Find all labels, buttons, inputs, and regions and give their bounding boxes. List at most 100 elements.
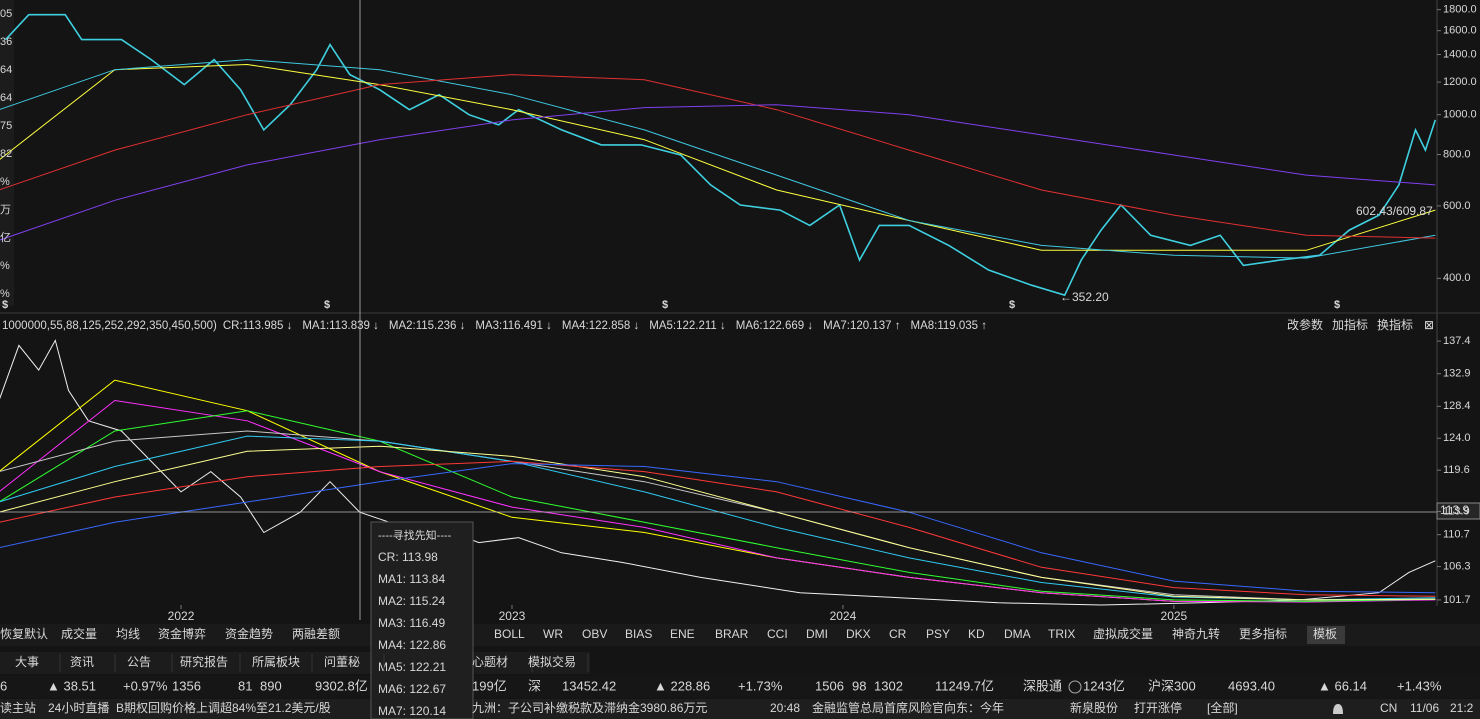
news-item: 11/06 — [1410, 701, 1439, 715]
series-line — [0, 59, 1436, 259]
help-icon — [1068, 680, 1082, 694]
series-line — [5, 13, 1437, 297]
index-item: 6 — [0, 678, 7, 693]
indicator-tab[interactable]: PSY — [926, 627, 950, 641]
info-tab[interactable]: 大事 — [15, 655, 39, 669]
indicator-tab[interactable]: TRIX — [1048, 627, 1075, 641]
news-item[interactable]: 九洲：子公司补缴税款及滞纳金3980.86万元 — [472, 700, 707, 715]
y-tick-label: 1600.0 — [1443, 25, 1477, 37]
index-item: 1356 — [172, 678, 201, 693]
panel-action[interactable]: 加指标 — [1332, 317, 1368, 332]
info-tab[interactable]: 公告 — [127, 655, 151, 669]
y-tick-label: 124.0 — [1443, 432, 1471, 444]
legend-entry: CR:113.985 ↓ — [223, 320, 292, 332]
index-item: 890 — [260, 678, 282, 693]
info-tab[interactable]: 模拟交易 — [528, 654, 576, 669]
tooltip-line: CR: 113.98 — [378, 550, 438, 564]
y-tick-label: 110.7 — [1443, 529, 1470, 541]
indicator-tab[interactable]: BIAS — [625, 627, 652, 641]
legend-entry: MA6:122.669 ↓ — [736, 320, 813, 332]
news-item[interactable]: B期权回购价格上调超84%至21.2美元/股 — [116, 700, 331, 715]
index-bar — [0, 676, 1480, 698]
index-item: +1.43% — [1397, 678, 1442, 693]
index-item: ▲ 66.14 — [1318, 678, 1367, 693]
left-panel-label: % — [0, 260, 10, 272]
indicator-tab[interactable]: DMA — [1004, 627, 1031, 641]
indicator-tab[interactable]: 神奇九转 — [1172, 626, 1220, 641]
left-panel-label: 36 — [0, 36, 12, 48]
x-tick-label: 2025 — [1161, 609, 1188, 623]
legend-entry: MA8:119.035 ↑ — [910, 320, 987, 332]
indicator-tab[interactable]: 均线 — [116, 627, 140, 641]
indicator-tab[interactable]: CR — [889, 627, 907, 641]
news-item[interactable]: 金融监管总局首席风险官向东：今年 — [812, 700, 1004, 715]
info-tab[interactable]: 研究报告 — [180, 654, 228, 669]
indicator-tab[interactable]: DKX — [846, 627, 871, 641]
indicator-tab[interactable]: 更多指标 — [1239, 626, 1287, 641]
news-item[interactable]: 打开涨停 — [1134, 700, 1182, 715]
annotation: ←352.20 — [1060, 290, 1109, 304]
y-tick-label: 137.4 — [1443, 335, 1471, 347]
indicator-tab[interactable]: 成交量 — [61, 626, 97, 641]
tooltip — [370, 521, 474, 719]
indicator-tab[interactable]: 模板 — [1313, 627, 1337, 641]
index-item: 1506 — [815, 678, 844, 693]
event-marker: $ — [662, 299, 668, 311]
series-line — [0, 104, 1436, 241]
series-line — [0, 435, 1436, 601]
indicator-params: 1000000,55,88,125,252,292,350,450,500) — [2, 320, 217, 332]
indicator-tab[interactable]: BRAR — [715, 627, 749, 641]
index-item: 11249.7亿 — [935, 678, 994, 693]
indicator-tab[interactable]: 两融差额 — [292, 627, 340, 641]
news-item[interactable]: 20:48 — [770, 701, 800, 715]
info-tab[interactable]: 所属板块 — [252, 655, 300, 669]
indicator-tab[interactable]: ENE — [670, 627, 695, 641]
series-line — [0, 63, 1436, 251]
panel-action[interactable]: ⊠ — [1424, 318, 1434, 332]
y-tick-label: 113.9 — [1443, 505, 1470, 517]
panel-action[interactable]: 换指标 — [1377, 317, 1413, 332]
indicator-tab[interactable]: WR — [543, 627, 563, 641]
left-panel-label: 75 — [0, 120, 12, 132]
series-line — [0, 399, 1436, 603]
indicator-tab[interactable]: BOLL — [494, 627, 525, 641]
y-tick-label: 128.4 — [1443, 400, 1471, 412]
news-bar — [0, 699, 1480, 719]
info-tab[interactable]: 心题材 — [472, 655, 508, 669]
index-item: 沪深300 — [1148, 678, 1196, 693]
indicator-tab[interactable]: 资金趋势 — [225, 626, 273, 641]
indicator-tab-bar — [0, 624, 1480, 646]
y-tick-label: 1200.0 — [1443, 76, 1477, 88]
index-item: +1.73% — [738, 678, 783, 693]
indicator-tab[interactable]: 虚拟成交量 — [1093, 626, 1153, 641]
index-item: +0.97% — [123, 678, 168, 693]
legend-entry: MA4:122.858 ↓ — [562, 320, 639, 332]
indicator-tab[interactable]: CCI — [767, 627, 788, 641]
left-panel-label: 82 — [0, 148, 12, 160]
index-item: 9302.8亿 — [315, 678, 368, 693]
indicator-tab[interactable]: 恢复默认 — [0, 626, 48, 641]
index-item: 13452.42 — [562, 678, 616, 693]
left-panel-label: 亿 — [0, 231, 11, 244]
left-panel-label: % — [0, 288, 10, 300]
y-tick-label: 106.3 — [1443, 560, 1471, 572]
info-tab[interactable]: 资讯 — [70, 655, 94, 669]
panel-action[interactable]: 改参数 — [1287, 317, 1323, 332]
indicator-tab[interactable]: DMI — [806, 627, 828, 641]
news-item[interactable]: [全部] — [1207, 700, 1238, 715]
indicator-tab[interactable]: KD — [968, 627, 985, 641]
news-item: 读主站 — [0, 701, 36, 715]
indicator-tab[interactable]: 资金博弈 — [158, 626, 206, 641]
indicator-tab[interactable]: OBV — [582, 627, 607, 641]
news-item[interactable]: 新泉股份 — [1070, 700, 1118, 715]
news-item[interactable]: 24小时直播 — [48, 701, 109, 715]
x-tick-label: 2024 — [830, 609, 857, 623]
bell-icon — [1333, 704, 1343, 714]
index-item: 深 — [528, 678, 541, 693]
event-marker: $ — [2, 299, 8, 311]
series-line — [0, 445, 1436, 601]
left-panel-label: 万 — [0, 204, 11, 216]
info-tab[interactable]: 问董秘 — [324, 655, 360, 669]
y-tick-label: 132.9 — [1443, 368, 1471, 380]
